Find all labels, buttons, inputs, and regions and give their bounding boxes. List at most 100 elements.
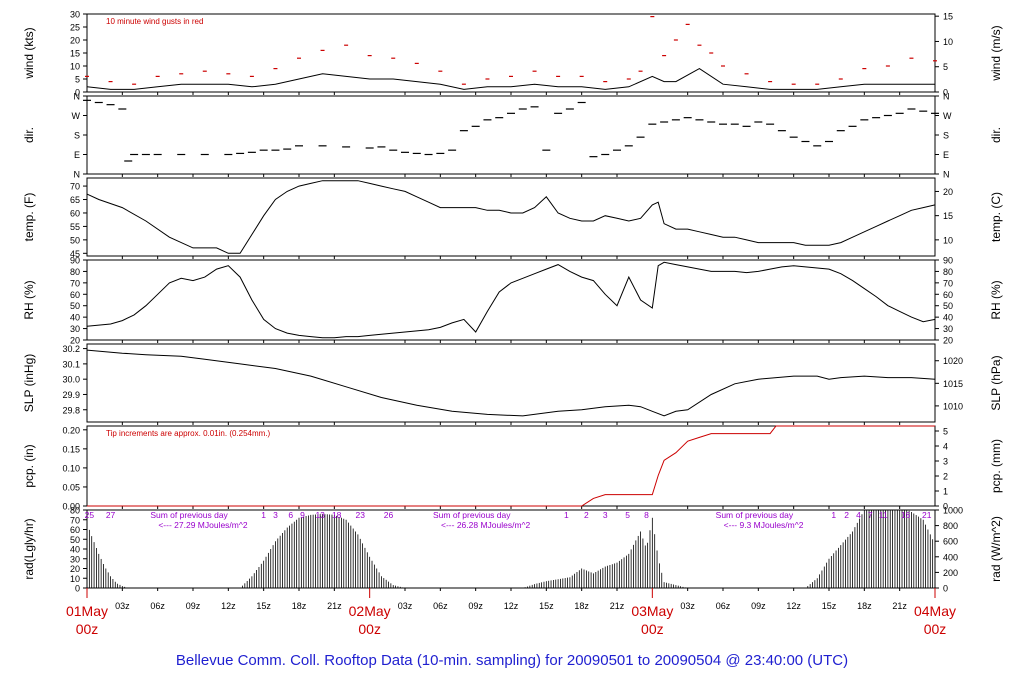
panel-frame — [86, 177, 936, 257]
y-tick-label-left: 50 — [70, 235, 80, 245]
hour-count-label: 9 — [300, 510, 305, 520]
x-tick-label: 03z — [398, 601, 413, 611]
y-tick-label-left: 0.20 — [62, 425, 80, 435]
y-tick-label-left: 0 — [75, 88, 80, 98]
daily-sum-label: Sum of previous day — [433, 510, 511, 520]
y-tick-label-left: 45 — [70, 249, 80, 259]
y-tick-label-right: 90 — [943, 256, 953, 266]
y-tick-label-left: 20 — [70, 36, 80, 46]
y-tick-label-right: 1000 — [943, 506, 963, 516]
y-axis-label-right: dir. — [989, 127, 1003, 143]
daily-sum-value: <--- 27.29 MJoules/m^2 — [158, 520, 248, 530]
hour-count-label: 2 — [844, 510, 849, 520]
x-tick-label: 09z — [186, 601, 201, 611]
y-tick-label-left: N — [74, 170, 81, 180]
y-tick-label-left: S — [74, 131, 80, 141]
hour-count-label: 13 — [315, 510, 325, 520]
y-axis-label-right: pcp. (mm) — [989, 439, 1003, 493]
y-tick-label-left: 65 — [70, 195, 80, 205]
y-tick-label-left: 25 — [70, 23, 80, 33]
panel-frame — [86, 95, 936, 175]
y-tick-label-right: 10 — [943, 235, 953, 245]
day-label: 04May — [914, 603, 956, 619]
y-tick-label-right: 50 — [943, 301, 953, 311]
x-tick-label: 12z — [504, 601, 519, 611]
y-tick-label-left: 0 — [75, 584, 80, 594]
hour-count-label: 5 — [625, 510, 630, 520]
x-tick-label: 09z — [751, 601, 766, 611]
y-tick-label-left: 30.0 — [62, 375, 80, 385]
panel-frame — [86, 13, 936, 93]
x-tick-label: 12z — [786, 601, 801, 611]
day-label-hour: 00z — [924, 621, 947, 637]
y-tick-label-left: 50 — [70, 535, 80, 545]
day-label: 03May — [631, 603, 673, 619]
y-tick-label-right: 200 — [943, 568, 958, 578]
x-tick-label: 18z — [292, 601, 307, 611]
x-tick-label: 06z — [433, 601, 448, 611]
y-tick-label-left: 5 — [75, 75, 80, 85]
y-tick-label-left: 80 — [70, 506, 80, 516]
hour-count-label: 23 — [356, 510, 366, 520]
y-tick-label-right: E — [943, 150, 949, 160]
y-tick-label-left: 70 — [70, 182, 80, 192]
y-tick-label-right: 0 — [943, 88, 948, 98]
y-tick-label-left: 50 — [70, 301, 80, 311]
y-axis-label-right: RH (%) — [989, 280, 1003, 319]
y-tick-label-left: E — [74, 150, 80, 160]
y-axis-label-left: wind (kts) — [22, 27, 36, 79]
panel-slp: SLP (inHg) SLP (hPa) 29.8 29.9 30.0 30.1 30.2 1… — [22, 343, 1003, 425]
x-tick-label: 06z — [716, 601, 731, 611]
y-tick-label-left: 29.9 — [62, 390, 80, 400]
x-tick-label: 18z — [574, 601, 589, 611]
y-axis-label-left: dir. — [22, 127, 36, 143]
x-tick-label: 15z — [822, 601, 837, 611]
y-tick-label-right: 40 — [943, 313, 953, 323]
hour-count-label: 16 — [901, 510, 911, 520]
y-tick-label-right: N — [943, 92, 950, 102]
hour-count-label: 7 — [868, 510, 873, 520]
y-tick-label-right: 70 — [943, 278, 953, 288]
day-label-hour: 00z — [76, 621, 99, 637]
panel-annotation: Tip increments are approx. 0.01in. (0.25… — [106, 429, 271, 438]
panel-dir: dir. dir.N NE ES SW WN N — [22, 92, 1003, 180]
panel-annotation: 10 minute wind gusts in red — [106, 17, 203, 26]
y-tick-label-right: 0 — [943, 502, 948, 512]
y-tick-label-left: 70 — [70, 515, 80, 525]
y-axis-label-left: RH (%) — [22, 280, 36, 319]
hour-count-label: 1 — [564, 510, 569, 520]
panel-rad: rad(Lgly/hr) rad (W/m^2)01020304050607080… — [22, 506, 1003, 594]
daily-sum-label: Sum of previous day — [716, 510, 794, 520]
y-axis-label-left: temp. (F) — [22, 193, 36, 242]
y-axis-label-right: wind (m/s) — [989, 25, 1003, 81]
series-line-slp — [86, 349, 936, 417]
y-tick-label-left: 60 — [70, 208, 80, 218]
x-tick-label: 15z — [256, 601, 271, 611]
y-tick-label-right: 600 — [943, 537, 958, 547]
y-tick-label-right: 2 — [943, 472, 948, 482]
hour-count-label: 2 — [584, 510, 589, 520]
y-tick-label-right: 15 — [943, 211, 953, 221]
x-tick-label: 21z — [327, 601, 342, 611]
y-axis-label-left: rad(Lgly/hr) — [22, 518, 36, 579]
hour-count-label: 26 — [384, 510, 394, 520]
x-tick-label: 03z — [680, 601, 695, 611]
y-tick-label-left: 15 — [70, 49, 80, 59]
y-tick-label-left: W — [72, 111, 81, 121]
hour-count-label: 25 — [85, 510, 95, 520]
hour-count-label: 18 — [332, 510, 342, 520]
hour-count-label: 3 — [273, 510, 278, 520]
series-line-temp — [86, 180, 936, 254]
y-axis-label-right: temp. (C) — [989, 192, 1003, 242]
y-tick-label-right: 4 — [943, 442, 948, 452]
hour-count-label: 6 — [288, 510, 293, 520]
x-tick-label: 03z — [115, 601, 130, 611]
y-tick-label-left: 0.05 — [62, 482, 80, 492]
y-tick-label-right: 30 — [943, 324, 953, 334]
x-tick-label: 21z — [610, 601, 625, 611]
y-tick-label-left: 0.10 — [62, 463, 80, 473]
y-tick-label-right: W — [943, 111, 952, 121]
y-tick-label-right: 400 — [943, 552, 958, 562]
day-label: 01May — [66, 603, 108, 619]
